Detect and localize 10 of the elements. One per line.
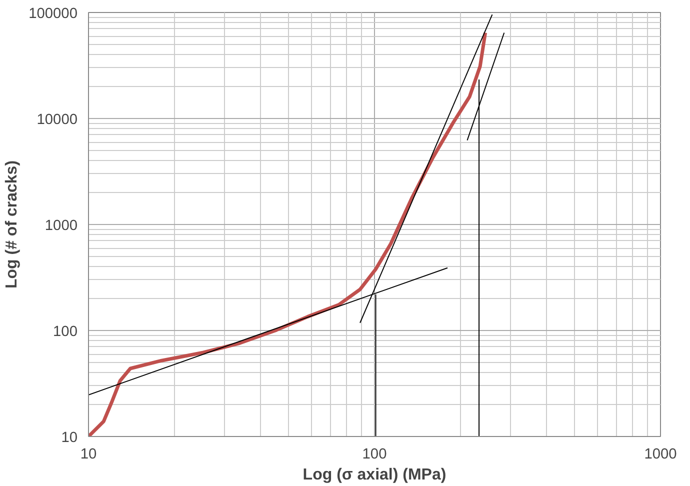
y-tick-label: 100000 <box>28 6 78 22</box>
y-tick-label: 10000 <box>36 112 78 128</box>
y-tick-label: 1000 <box>44 218 78 234</box>
x-tick-label: 10 <box>80 446 97 462</box>
x-axis-title: Log (σ axial) (MPa) <box>302 466 446 484</box>
x-tick-label: 100 <box>362 446 387 462</box>
y-tick-label: 10 <box>61 430 78 446</box>
y-tick-label: 100 <box>53 324 78 340</box>
y-axis-title: Log (# of cracks) <box>4 160 21 289</box>
x-tick-label: 1000 <box>644 446 677 462</box>
